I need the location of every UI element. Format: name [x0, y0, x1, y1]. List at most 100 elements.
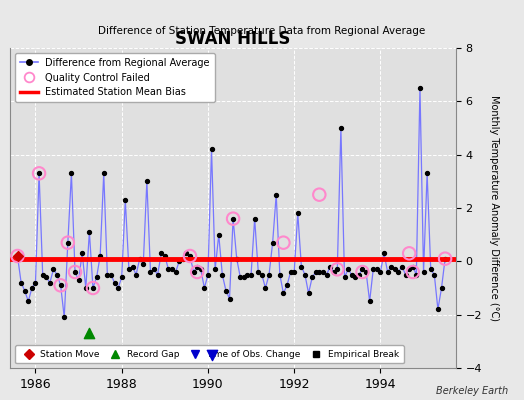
Point [89, 285, 97, 291]
Point [401, 272, 410, 278]
Point [89, 285, 97, 291]
Point [347, 272, 356, 278]
Text: Difference of Station Temperature Data from Regional Average: Difference of Station Temperature Data f… [99, 26, 425, 36]
Point [208, 146, 216, 152]
Point [179, 256, 187, 262]
Point [405, 250, 413, 256]
Point [150, 266, 158, 272]
Point [441, 256, 449, 262]
Point [315, 269, 323, 275]
Point [265, 272, 273, 278]
Point [193, 264, 201, 270]
Y-axis label: Monthly Temperature Anomaly Difference (°C): Monthly Temperature Anomaly Difference (… [489, 95, 499, 321]
Point [358, 266, 367, 272]
Point [63, 240, 72, 246]
Point [326, 264, 334, 270]
Point [139, 261, 147, 267]
Point [46, 280, 54, 286]
Point [24, 298, 32, 304]
Point [369, 266, 377, 272]
Point [412, 272, 421, 278]
Point [409, 269, 417, 275]
Point [13, 253, 21, 259]
Text: Berkeley Earth: Berkeley Earth [436, 386, 508, 396]
Point [297, 264, 305, 270]
Point [229, 216, 237, 222]
Point [49, 266, 58, 272]
Point [117, 274, 126, 280]
Point [272, 192, 280, 198]
Point [175, 258, 183, 264]
Point [290, 269, 298, 275]
Point [208, 352, 216, 358]
Point [376, 269, 385, 275]
Point [229, 216, 237, 222]
Point [315, 192, 323, 198]
Point [250, 216, 259, 222]
Point [168, 266, 176, 272]
Point [355, 272, 363, 278]
Point [31, 280, 40, 286]
Point [254, 269, 263, 275]
Point [136, 256, 144, 262]
Point [57, 282, 65, 288]
Point [218, 272, 226, 278]
Point [276, 272, 284, 278]
Point [283, 282, 291, 288]
Point [71, 269, 79, 275]
Point [394, 269, 402, 275]
Point [351, 274, 359, 280]
Point [71, 269, 79, 275]
Point [28, 285, 36, 291]
Point [74, 277, 83, 283]
Point [322, 272, 331, 278]
Point [340, 274, 348, 280]
Legend: Station Move, Record Gap, Time of Obs. Change, Empirical Break: Station Move, Record Gap, Time of Obs. C… [15, 346, 403, 364]
Point [398, 264, 406, 270]
Point [146, 269, 155, 275]
Point [287, 269, 295, 275]
Point [434, 306, 442, 312]
Point [35, 170, 43, 176]
Point [308, 274, 316, 280]
Point [373, 266, 381, 272]
Point [143, 178, 151, 184]
Point [114, 285, 122, 291]
Point [164, 266, 172, 272]
Point [233, 256, 241, 262]
Point [42, 274, 50, 280]
Point [128, 264, 137, 270]
Point [330, 269, 338, 275]
Point [293, 210, 302, 216]
Point [121, 197, 129, 203]
Point [60, 314, 69, 320]
Point [67, 170, 75, 176]
Point [333, 266, 342, 272]
Point [196, 266, 205, 272]
Point [279, 240, 288, 246]
Point [261, 285, 270, 291]
Point [63, 240, 72, 246]
Point [17, 280, 25, 286]
Point [161, 253, 169, 259]
Point [441, 256, 449, 262]
Point [107, 272, 115, 278]
Point [20, 288, 29, 294]
Point [438, 285, 446, 291]
Point [157, 250, 166, 256]
Point [430, 272, 439, 278]
Point [186, 253, 194, 259]
Point [312, 269, 320, 275]
Point [100, 170, 108, 176]
Point [182, 250, 191, 256]
Point [53, 272, 61, 278]
Point [304, 290, 313, 296]
Point [154, 272, 162, 278]
Point [132, 272, 140, 278]
Point [57, 282, 65, 288]
Point [243, 272, 252, 278]
Point [239, 274, 248, 280]
Point [204, 272, 212, 278]
Point [35, 170, 43, 176]
Point [423, 170, 431, 176]
